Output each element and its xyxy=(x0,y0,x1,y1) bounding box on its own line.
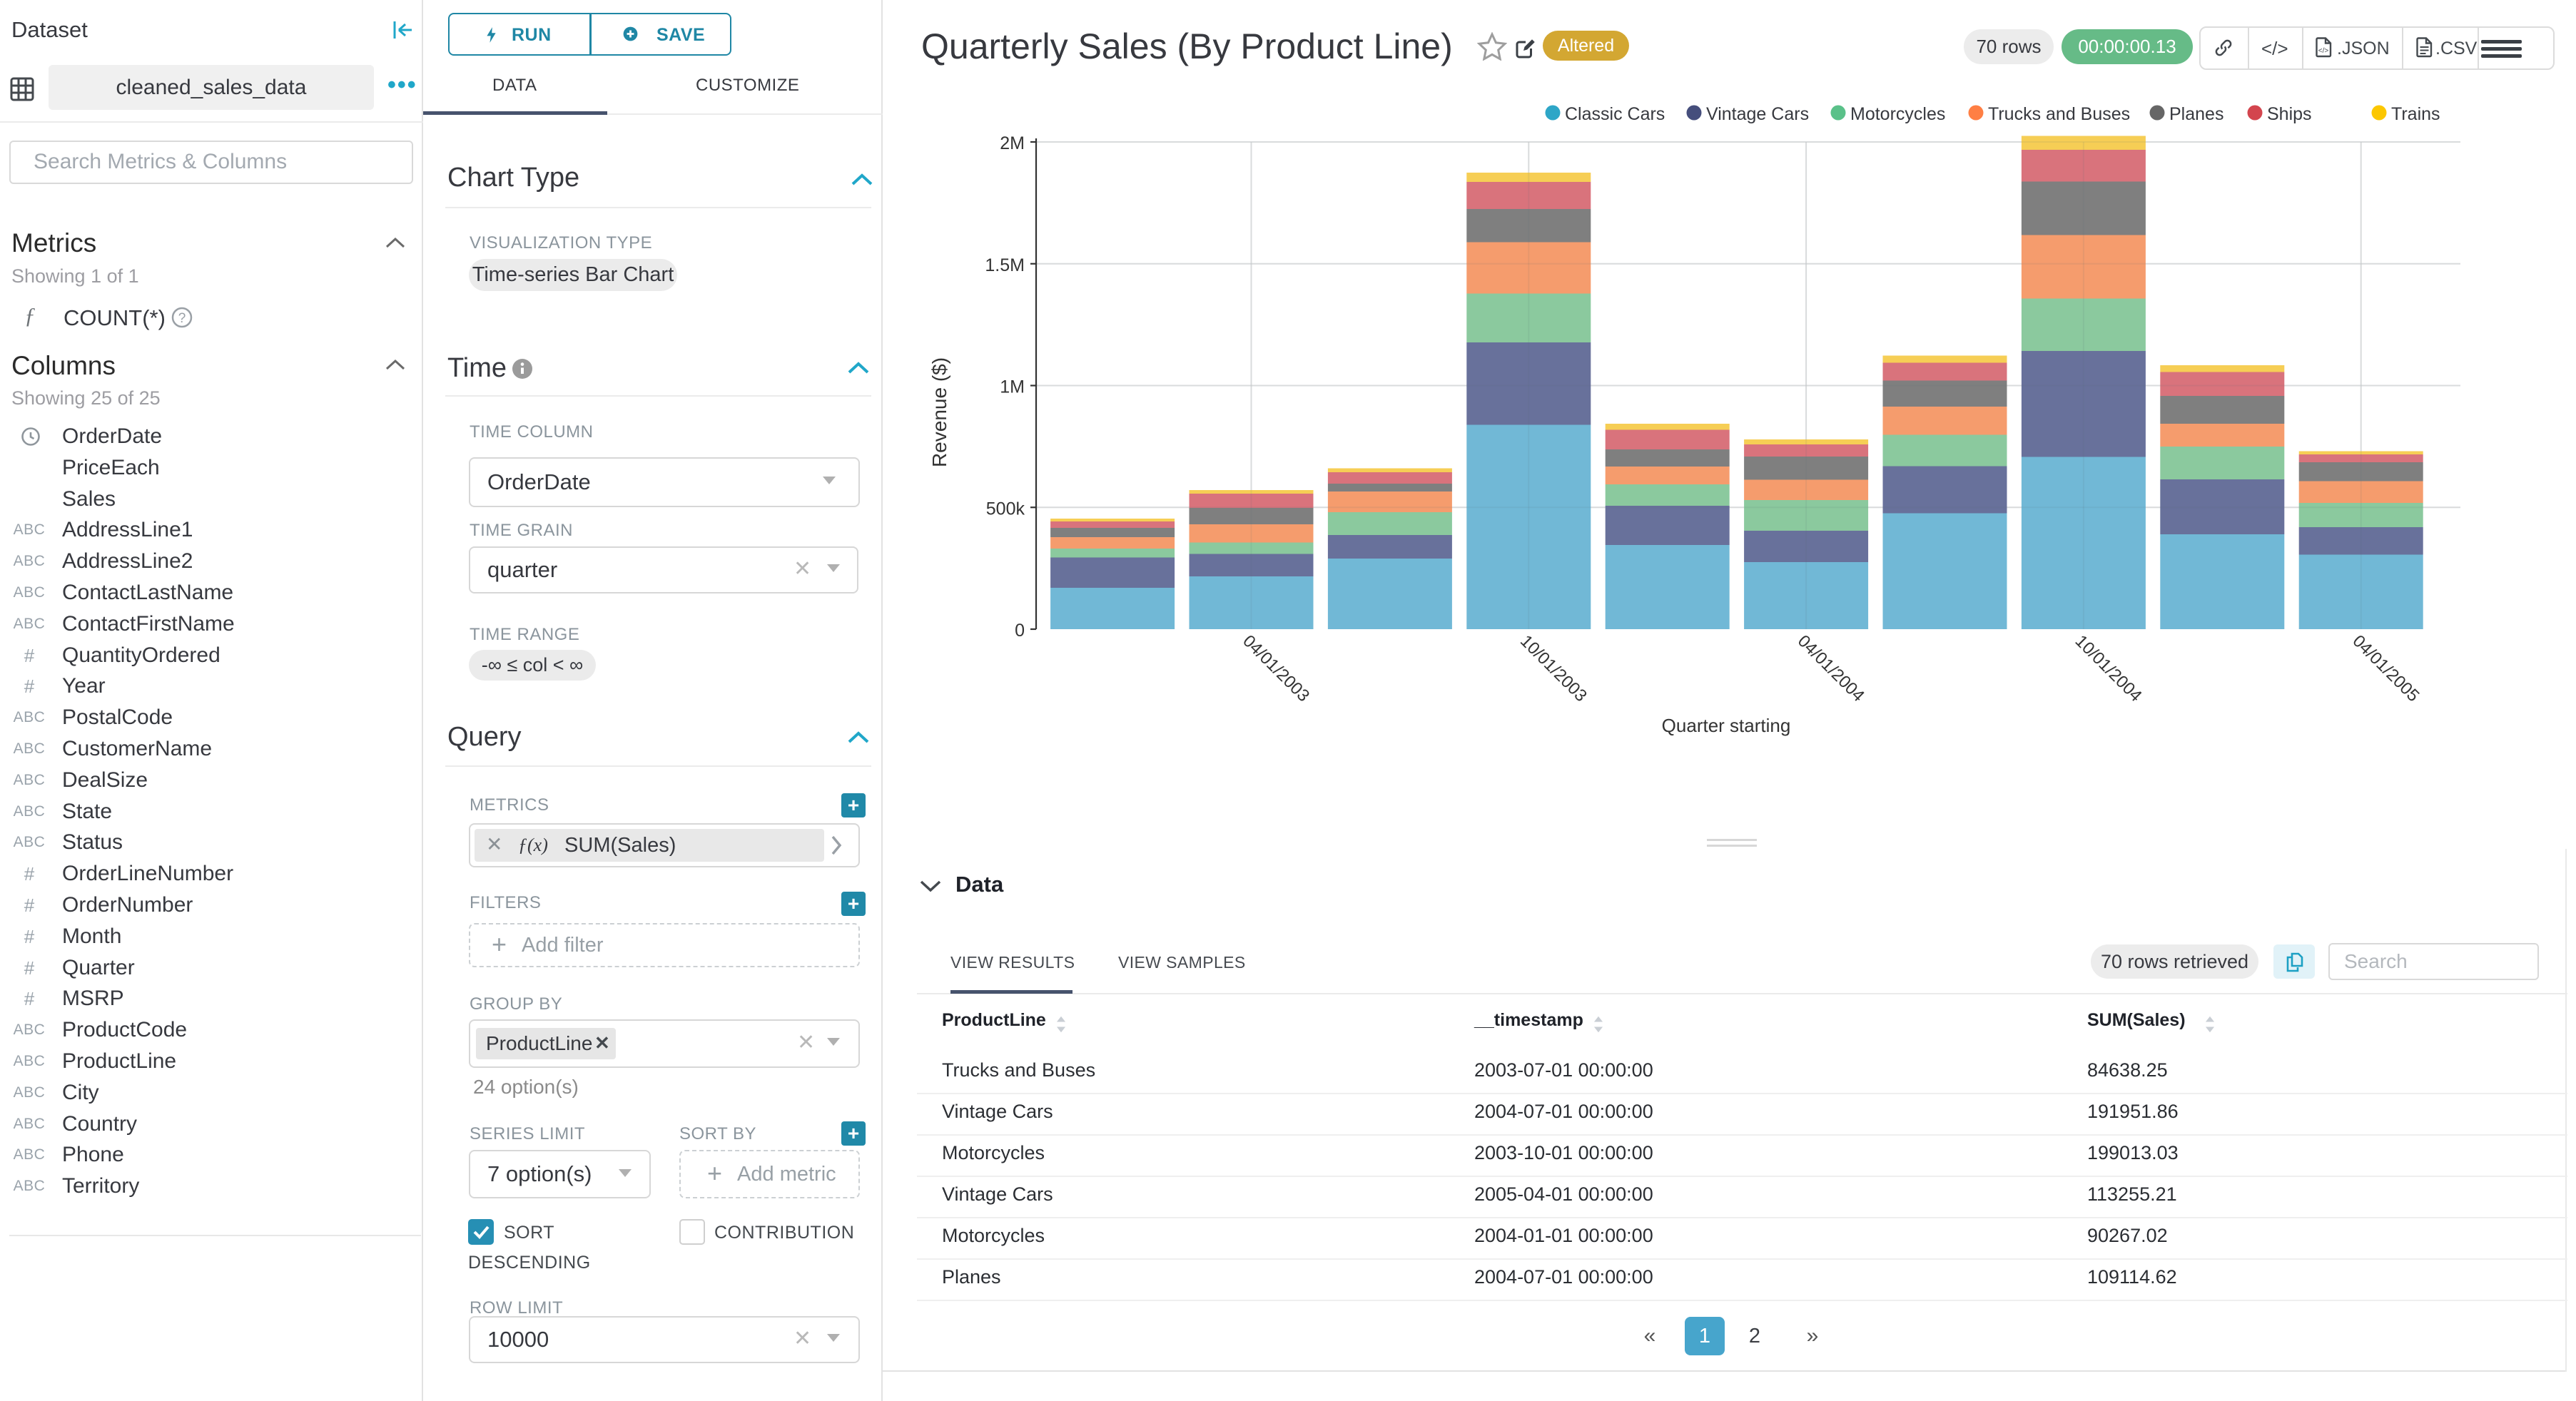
svg-text:Ships: Ships xyxy=(2267,104,2312,124)
svg-text:500k: 500k xyxy=(986,499,1025,519)
svg-text:04/01/2005: 04/01/2005 xyxy=(2348,631,2423,705)
svg-text:Planes: Planes xyxy=(2169,104,2223,124)
svg-text:1.5M: 1.5M xyxy=(985,255,1025,275)
svg-text:1M: 1M xyxy=(1000,377,1025,397)
svg-text:10/01/2004: 10/01/2004 xyxy=(2072,631,2146,705)
svg-text:Quarter starting: Quarter starting xyxy=(1662,715,1791,736)
svg-text:0: 0 xyxy=(1015,621,1025,641)
svg-text:Trucks and Buses: Trucks and Buses xyxy=(1988,104,2130,124)
svg-text:Vintage Cars: Vintage Cars xyxy=(1706,104,1809,124)
svg-text:</>: </> xyxy=(2318,47,2329,55)
svg-text:Trains: Trains xyxy=(2391,104,2440,124)
svg-text:04/01/2004: 04/01/2004 xyxy=(1794,631,1868,705)
svg-text:?: ? xyxy=(178,311,186,326)
svg-text:2M: 2M xyxy=(1000,133,1025,153)
svg-text:Classic Cars: Classic Cars xyxy=(1565,104,1665,124)
svg-text:04/01/2003: 04/01/2003 xyxy=(1239,631,1313,705)
svg-text:Motorcycles: Motorcycles xyxy=(1850,104,1945,124)
svg-text:10/01/2003: 10/01/2003 xyxy=(1516,631,1591,705)
svg-text:Revenue ($): Revenue ($) xyxy=(928,357,950,467)
